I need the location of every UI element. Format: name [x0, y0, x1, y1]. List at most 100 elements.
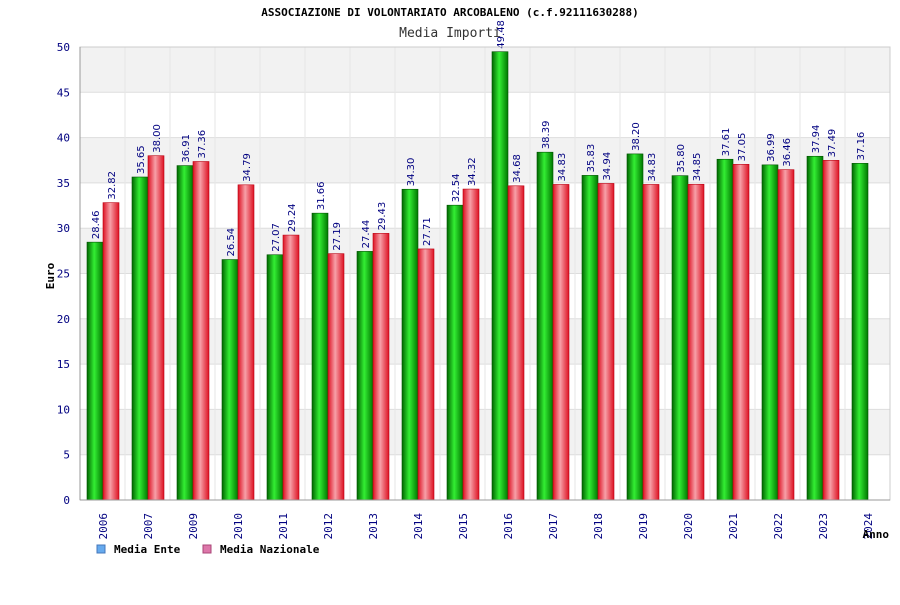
bar-media-ente-2015: [446, 204, 464, 501]
bar-media-ente-2017: [536, 151, 554, 501]
x-tick-label: 2016: [502, 513, 515, 540]
x-tick-label: 2019: [637, 513, 650, 540]
value-label: 38.20: [631, 122, 642, 151]
x-tick-label: 2017: [547, 513, 560, 540]
bar-media-nazionale-2012: [327, 253, 345, 501]
value-label: 26.54: [226, 228, 237, 257]
bar-media-nazionale-2009: [192, 161, 210, 501]
value-label: 34.83: [647, 153, 658, 182]
bar-media-nazionale-2011: [282, 234, 300, 501]
value-label: 34.30: [406, 158, 417, 187]
value-label: 32.82: [107, 171, 118, 200]
bar-media-nazionale-2018: [597, 183, 615, 501]
bar-media-nazionale-2017: [552, 184, 570, 501]
axes: [79, 46, 891, 501]
legend: Media Ente Media Nazionale: [96, 543, 320, 556]
y-tick-label: 25: [57, 268, 70, 281]
value-label: 32.54: [451, 174, 462, 203]
bar-media-nazionale-2015: [462, 188, 480, 501]
x-tick-label: 2014: [412, 513, 425, 540]
legend-label-media-nazionale: Media Nazionale: [220, 543, 320, 556]
bar-media-ente-2016: [491, 51, 509, 501]
value-label: 37.49: [827, 129, 838, 158]
value-label: 37.16: [856, 132, 867, 161]
value-label: 34.85: [692, 153, 703, 182]
value-label: 34.79: [242, 153, 253, 182]
bar-media-nazionale-2021: [732, 164, 750, 501]
bar-media-ente-2006: [86, 241, 104, 501]
bar-media-nazionale-2007: [147, 155, 165, 501]
x-tick-label: 2018: [592, 513, 605, 540]
bar-media-nazionale-2020: [687, 183, 705, 501]
y-tick-label: 20: [57, 313, 70, 326]
bar-media-ente-2013: [356, 251, 374, 501]
value-label: 37.05: [737, 133, 748, 162]
y-axis-title: Euro: [44, 262, 57, 289]
y-tick-label: 0: [63, 494, 70, 507]
bar-media-ente-2021: [716, 158, 734, 501]
y-tick-label: 40: [57, 132, 70, 145]
bar-media-nazionale-2006: [102, 202, 120, 501]
value-label: 36.99: [766, 133, 777, 162]
value-label: 36.46: [782, 138, 793, 167]
bar-media-ente-2010: [221, 259, 239, 501]
y-axis-ticks: 0 5 10 15 20 25 30 35 40 45 50: [57, 41, 70, 507]
x-tick-label: 2011: [277, 513, 290, 540]
bar-media-ente-2007: [131, 176, 149, 501]
bar-media-ente-2022: [761, 164, 779, 501]
value-labels: 28.46 35.65 36.91 26.54 27.07 31.66 27.44 34.30…: [91, 20, 867, 256]
value-label: 27.19: [332, 222, 343, 251]
y-tick-label: 30: [57, 222, 70, 235]
value-label: 35.65: [136, 145, 147, 174]
bar-media-ente-2024: [851, 163, 869, 501]
value-label: 37.61: [721, 128, 732, 157]
bar-media-ente-2009: [176, 165, 194, 501]
x-axis-title: Anno: [863, 528, 890, 541]
chart-subtitle: Media Importi: [399, 26, 501, 41]
value-label: 34.94: [602, 152, 613, 181]
y-tick-label: 10: [57, 403, 70, 416]
bar-media-nazionale-2013: [372, 233, 390, 501]
value-label: 38.00: [152, 124, 163, 153]
value-label: 27.44: [361, 220, 372, 249]
legend-swatch-media-ente: [96, 544, 106, 554]
y-tick-label: 50: [57, 41, 70, 54]
legend-swatch-media-nazionale: [202, 544, 212, 554]
bar-media-nazionale-2023: [822, 160, 840, 501]
bar-media-ente-2019: [626, 153, 644, 501]
bar-media-ente-2023: [806, 155, 824, 501]
chart-title: ASSOCIAZIONE DI VOLONTARIATO ARCOBALENO …: [261, 6, 639, 19]
value-label: 34.83: [557, 153, 568, 182]
value-label: 27.71: [422, 217, 433, 246]
value-label: 49.48: [496, 20, 507, 49]
y-tick-label: 35: [57, 177, 70, 190]
bar-media-nazionale-2019: [642, 184, 660, 501]
bar-media-nazionale-2014: [417, 248, 435, 501]
bar-media-ente-2020: [671, 175, 689, 501]
value-label: 31.66: [316, 182, 327, 211]
bar-media-ente-2011: [266, 254, 284, 501]
bar-media-nazionale-2010: [237, 184, 255, 501]
x-tick-label: 2024: [862, 513, 875, 540]
x-tick-label: 2010: [232, 513, 245, 540]
bar-media-ente-2018: [581, 175, 599, 501]
x-tick-label: 2015: [457, 513, 470, 540]
value-label: 29.43: [377, 202, 388, 231]
y-tick-label: 5: [63, 449, 70, 462]
value-label: 34.68: [512, 154, 523, 183]
x-axis-ticks: 2006 2007 2009 2010 2011 2012 2013 2014 2015 2016…: [97, 513, 875, 540]
bar-media-ente-2014: [401, 188, 419, 501]
value-label: 34.32: [467, 157, 478, 186]
value-label: 27.07: [271, 223, 282, 252]
value-label: 37.36: [197, 130, 208, 159]
value-label: 35.80: [676, 144, 687, 173]
x-tick-label: 2022: [772, 513, 785, 540]
legend-label-media-ente: Media Ente: [114, 543, 181, 556]
value-label: 37.94: [811, 125, 822, 154]
bars: [86, 51, 869, 501]
y-tick-label: 15: [57, 358, 70, 371]
x-tick-label: 2021: [727, 513, 740, 540]
x-tick-label: 2006: [97, 513, 110, 540]
